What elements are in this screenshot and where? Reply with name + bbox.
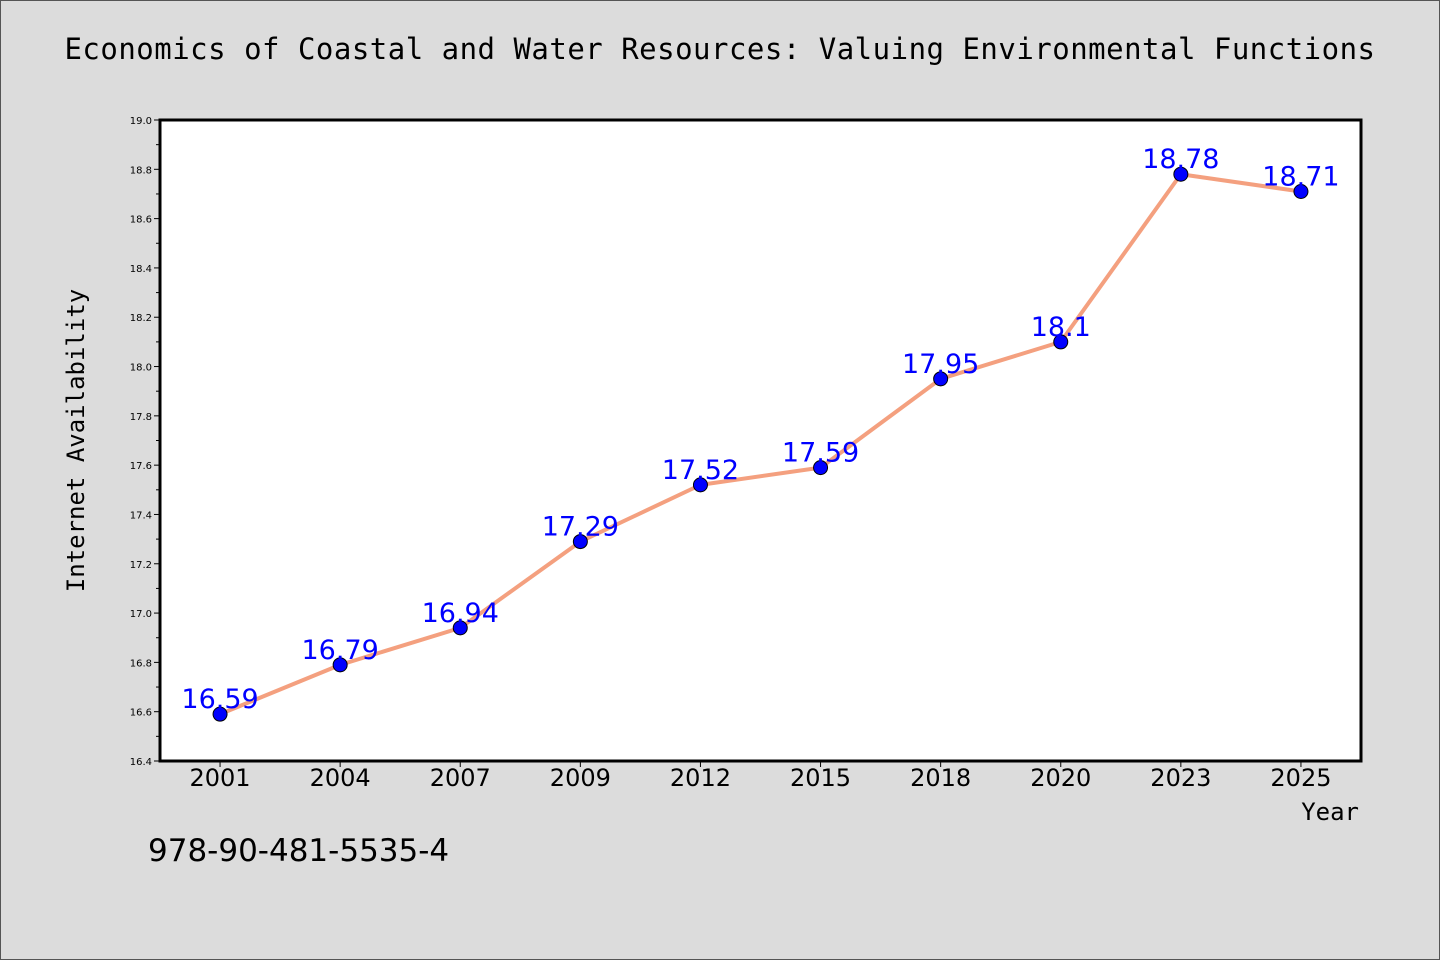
y-axis-title: Internet Availability [62, 289, 90, 592]
x-tick-label: 2023 [1150, 764, 1211, 792]
chart-title: Economics of Coastal and Water Resources… [64, 32, 1376, 66]
data-point [452, 620, 468, 636]
data-point [692, 477, 708, 493]
x-axis: 2001 2004 2007 2009 2012 2015 2018 2020 2023 2025 [190, 761, 1331, 792]
x-tick-label: 2025 [1270, 764, 1331, 792]
data-point [813, 460, 829, 476]
data-label: 17.52 [662, 455, 739, 486]
isbn-text: 978-90-481-5535-4 [148, 833, 450, 869]
data-label: 16.94 [422, 598, 499, 629]
y-tick-label: 17.8 [130, 412, 152, 423]
y-tick-label: 16.8 [130, 658, 152, 669]
x-axis-title: Year [1301, 798, 1359, 826]
y-tick-label: 19.0 [130, 116, 152, 127]
y-tick-label: 18.0 [130, 363, 152, 374]
y-tick-label: 17.0 [130, 609, 152, 620]
data-point [1053, 334, 1069, 350]
x-tick-label: 2020 [1030, 764, 1091, 792]
data-label: 18.78 [1142, 144, 1219, 175]
data-label: 17.95 [902, 349, 979, 380]
y-tick-label: 17.2 [130, 560, 152, 571]
x-tick-label: 2001 [190, 764, 251, 792]
data-point [1293, 183, 1309, 199]
x-tick-label: 2018 [910, 764, 971, 792]
data-label: 17.29 [542, 512, 619, 543]
series-group: 16.59 16.79 16.94 17.29 17.52 17.59 17.95 18.1 1… [181, 144, 1340, 722]
data-label: 17.59 [782, 438, 859, 469]
data-label: 16.79 [302, 635, 379, 666]
x-tick-label: 2012 [670, 764, 731, 792]
data-point [332, 657, 348, 673]
data-point [212, 706, 228, 722]
y-axis: 16.4 16.6 16.8 17.0 17.2 17.4 17.6 17.8 18.0 18.2… [130, 116, 160, 768]
data-point [933, 371, 949, 387]
data-label: 18.71 [1262, 161, 1339, 192]
y-tick-label: 17.6 [130, 461, 152, 472]
x-tick-label: 2004 [310, 764, 371, 792]
y-tick-label: 16.6 [130, 708, 152, 719]
y-tick-label: 17.4 [130, 510, 152, 521]
y-tick-label: 18.8 [130, 165, 152, 176]
x-tick-label: 2009 [550, 764, 611, 792]
y-tick-label: 18.6 [130, 215, 152, 226]
y-tick-label: 16.4 [130, 757, 152, 768]
y-tick-label: 18.4 [130, 264, 152, 275]
x-tick-label: 2015 [790, 764, 851, 792]
data-point [1173, 166, 1189, 182]
data-label: 18.1 [1031, 312, 1091, 343]
x-tick-label: 2007 [430, 764, 491, 792]
plot-area [158, 118, 1363, 763]
data-label: 16.59 [181, 684, 258, 715]
data-point [572, 534, 588, 550]
series-line [219, 172, 1302, 717]
y-tick-label: 18.2 [130, 313, 152, 324]
